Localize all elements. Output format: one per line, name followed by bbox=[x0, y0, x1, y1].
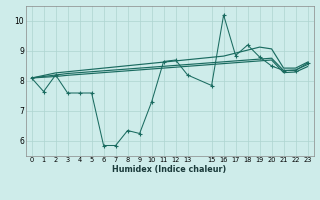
X-axis label: Humidex (Indice chaleur): Humidex (Indice chaleur) bbox=[112, 165, 227, 174]
